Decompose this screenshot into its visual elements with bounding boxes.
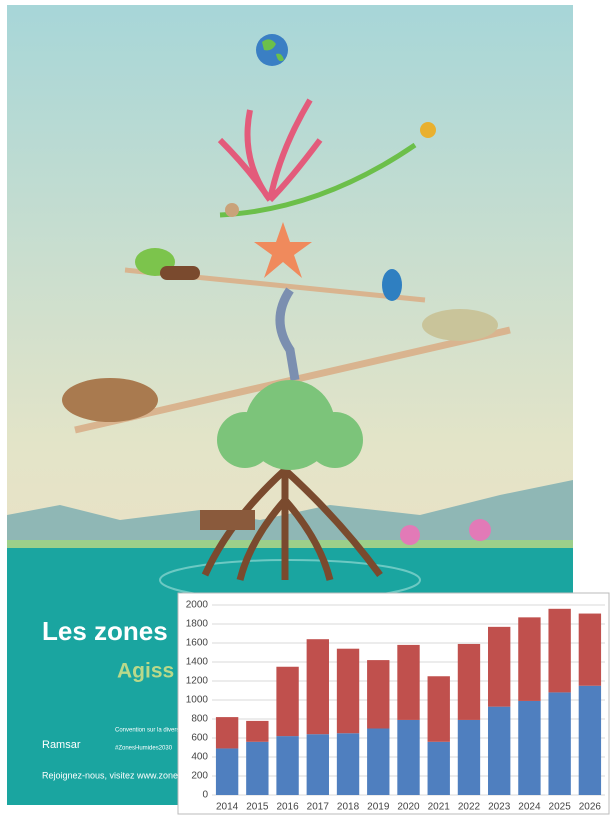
bar-segment <box>548 609 570 693</box>
hut <box>200 510 255 530</box>
bar-segment <box>397 645 419 720</box>
bar-segment <box>397 720 419 795</box>
bar-segment <box>216 748 238 795</box>
tree <box>307 412 363 468</box>
y-tick-label: 1800 <box>186 619 209 630</box>
bar-segment <box>276 667 298 736</box>
x-tick-label: 2016 <box>276 802 299 813</box>
bar-segment <box>337 733 359 795</box>
y-tick-label: 0 <box>202 790 208 801</box>
y-tick-label: 2000 <box>186 600 209 611</box>
kingfisher <box>382 269 402 301</box>
bar-segment <box>367 660 389 728</box>
x-tick-label: 2021 <box>428 802 451 813</box>
x-tick-label: 2025 <box>549 802 572 813</box>
bar-segment <box>337 649 359 734</box>
y-tick-label: 400 <box>191 752 208 763</box>
poster-footer: Rejoignez-nous, visitez www.zones- <box>42 770 186 780</box>
x-tick-label: 2022 <box>458 802 481 813</box>
x-tick-label: 2018 <box>337 802 360 813</box>
y-tick-label: 1400 <box>186 657 209 668</box>
y-tick-label: 600 <box>191 733 208 744</box>
x-tick-label: 2015 <box>246 802 269 813</box>
bar-segment <box>367 729 389 796</box>
x-tick-label: 2017 <box>307 802 330 813</box>
bar-segment <box>518 701 540 795</box>
turtle <box>422 309 498 341</box>
globe <box>256 34 288 66</box>
x-tick-label: 2026 <box>579 802 602 813</box>
y-tick-label: 800 <box>191 714 208 725</box>
log <box>160 266 200 280</box>
bar-segment <box>246 721 268 742</box>
bar-segment <box>548 692 570 795</box>
lotus <box>400 525 420 545</box>
x-tick-label: 2024 <box>518 802 541 813</box>
bar-segment <box>488 707 510 795</box>
bar-segment <box>579 686 601 795</box>
logo-ramsar: Ramsar <box>42 739 81 751</box>
lotus <box>469 519 491 541</box>
bar-segment <box>246 742 268 795</box>
x-tick-label: 2020 <box>397 802 420 813</box>
x-tick-label: 2014 <box>216 802 239 813</box>
bar-segment <box>307 734 329 795</box>
bar-segment <box>458 720 480 795</box>
beaver <box>62 378 158 422</box>
bar-segment <box>518 617 540 701</box>
chart-panel <box>178 593 609 814</box>
bee <box>420 122 436 138</box>
y-tick-label: 1600 <box>186 638 209 649</box>
bar-segment <box>579 614 601 686</box>
poster-title: Les zones <box>42 616 168 646</box>
hashtag: #ZonesHumides2030 <box>115 746 173 752</box>
y-tick-label: 1000 <box>186 695 209 706</box>
tree <box>217 412 273 468</box>
bar-segment <box>458 644 480 720</box>
bar-segment <box>428 742 450 795</box>
bar-segment <box>488 627 510 707</box>
bar-segment <box>428 676 450 742</box>
x-tick-label: 2019 <box>367 802 390 813</box>
y-tick-label: 1200 <box>186 676 209 687</box>
bar-segment <box>216 717 238 748</box>
poster-subtitle: Agiss <box>117 660 174 683</box>
page: Les zones Agiss Ramsar Convention sur la… <box>0 0 610 815</box>
y-tick-label: 200 <box>191 771 208 782</box>
x-tick-label: 2023 <box>488 802 511 813</box>
bar-segment <box>307 639 329 734</box>
snail <box>225 203 239 217</box>
bar-segment <box>276 736 298 795</box>
